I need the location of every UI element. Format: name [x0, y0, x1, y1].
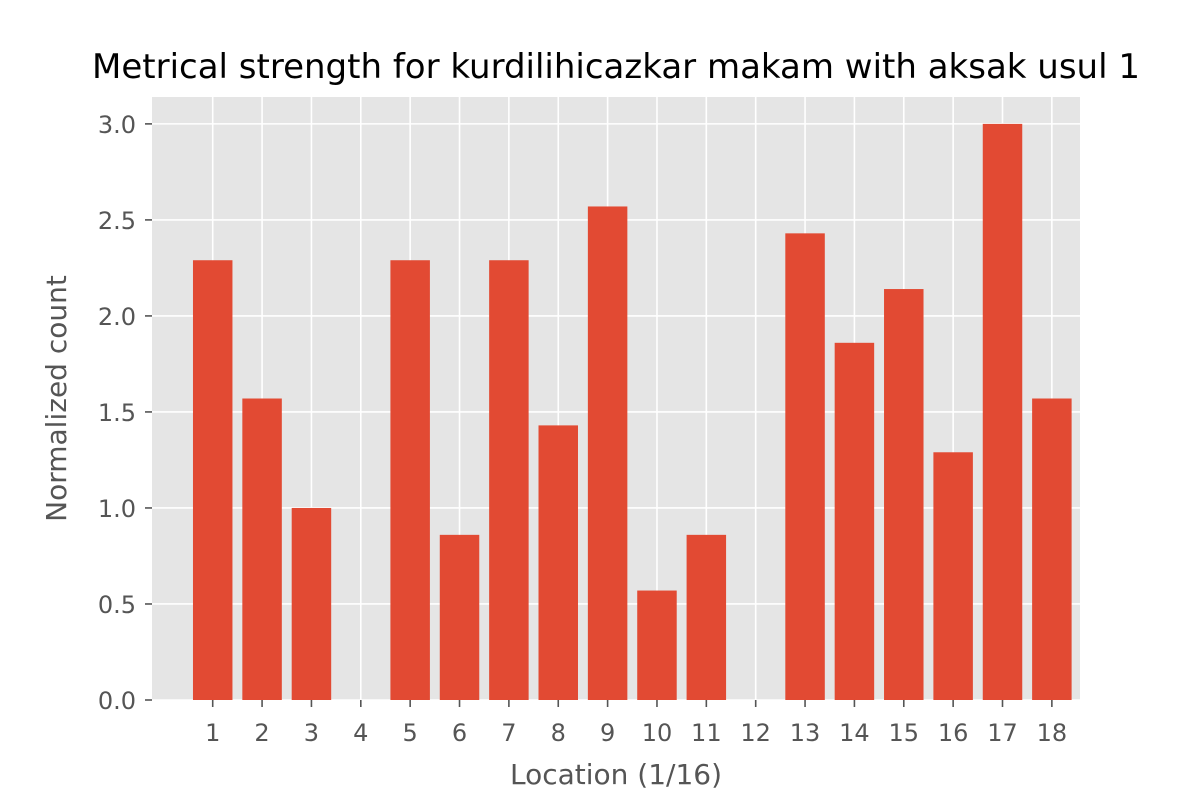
- bar-16: [933, 452, 973, 700]
- x-tick-label: 13: [790, 719, 821, 747]
- bar-1: [192, 260, 233, 700]
- x-tick-label: 2: [254, 719, 269, 747]
- y-tick-label: 0.0: [98, 687, 136, 715]
- y-tick-label: 2.0: [98, 303, 136, 331]
- y-axis-label: Normalized count: [40, 275, 73, 522]
- x-tick-label: 6: [452, 719, 467, 747]
- x-tick-label: 7: [501, 719, 516, 747]
- x-tick-label: 11: [691, 719, 722, 747]
- chart-title: Metrical strength for kurdilihicazkar ma…: [92, 47, 1140, 87]
- x-tick-label: 14: [839, 719, 870, 747]
- bar-11: [686, 534, 727, 700]
- bar-3: [291, 507, 332, 700]
- x-axis-label: Location (1/16): [510, 758, 722, 791]
- bar-6: [439, 534, 480, 700]
- bar-8: [538, 425, 578, 700]
- x-tick-label: 17: [987, 719, 1018, 747]
- x-tick-label: 3: [304, 719, 319, 747]
- x-tick-label: 16: [938, 719, 969, 747]
- y-tick-label: 2.5: [98, 207, 136, 235]
- bar-5: [390, 260, 430, 700]
- y-tick-label: 1.0: [98, 495, 136, 523]
- bar-15: [884, 289, 924, 700]
- bar-13: [785, 233, 825, 700]
- x-axis-ticks: 1 2 3 4 5 6 7 8 9 10 11 12 13 14 15 16 17 18: [205, 700, 1067, 747]
- bar-10: [637, 590, 677, 700]
- bars: [192, 123, 1072, 700]
- bar-2: [242, 398, 282, 700]
- x-tick-label: 18: [1037, 719, 1068, 747]
- x-tick-label: 4: [353, 719, 368, 747]
- bar-7: [489, 260, 529, 700]
- y-tick-label: 1.5: [98, 399, 136, 427]
- bar-14: [834, 342, 875, 700]
- bar-9: [587, 206, 628, 700]
- y-axis-ticks: 0.0 0.5 1.0 1.5 2.0 2.5 3.0: [98, 111, 152, 715]
- bar-18: [1032, 398, 1072, 700]
- y-tick-label: 3.0: [98, 111, 136, 139]
- y-tick-label: 0.5: [98, 591, 136, 619]
- x-tick-label: 8: [551, 719, 566, 747]
- x-tick-label: 1: [205, 719, 220, 747]
- x-tick-label: 12: [740, 719, 771, 747]
- x-tick-label: 10: [642, 719, 673, 747]
- x-tick-label: 15: [889, 719, 920, 747]
- x-tick-label: 5: [403, 719, 418, 747]
- x-tick-label: 9: [600, 719, 615, 747]
- bar-17: [982, 123, 1023, 700]
